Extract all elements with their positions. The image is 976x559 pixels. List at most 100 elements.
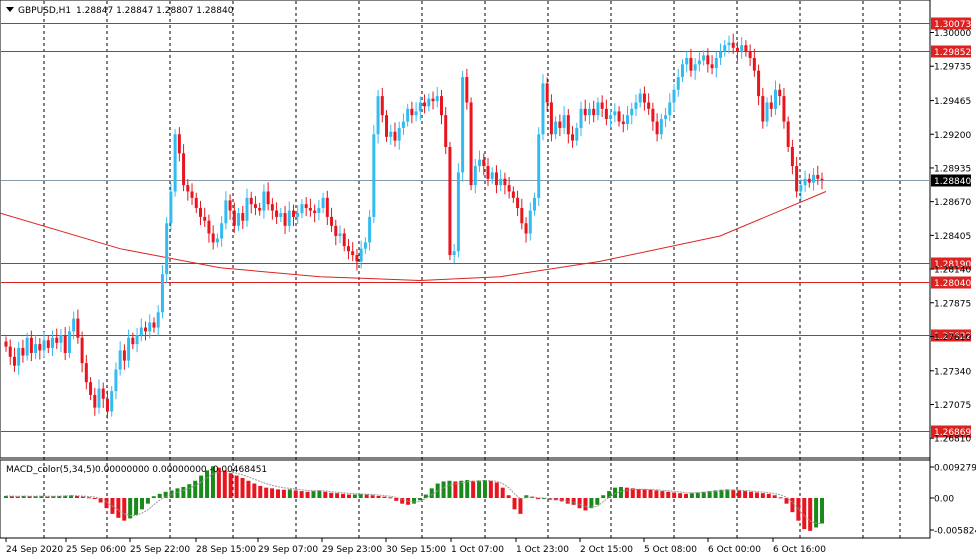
candle-body — [592, 108, 596, 116]
candle-body — [389, 131, 393, 137]
candle-body — [342, 233, 346, 247]
candle-body — [351, 251, 355, 256]
macd-tick-label: 0.00 — [934, 495, 954, 505]
candle-body — [359, 248, 363, 262]
candle-body — [689, 57, 693, 71]
macd-bar — [181, 486, 186, 498]
macd-bar — [654, 490, 659, 498]
macd-bar — [370, 495, 375, 498]
macd-ticks: 0.0092797 0.00 -0.005824 — [930, 464, 976, 537]
price-pane[interactable] — [0, 0, 931, 459]
macd-bar — [577, 498, 582, 509]
candle-body — [89, 382, 93, 395]
macd-bar — [512, 498, 517, 510]
candle-body — [562, 115, 566, 128]
level-tag — [931, 425, 971, 438]
price-tick-label: 1.28405 — [934, 232, 971, 242]
time-label: 30 Sep 15:00 — [386, 545, 446, 555]
macd-bar — [346, 494, 351, 498]
candle-body — [740, 45, 744, 52]
macd-bar — [725, 489, 730, 498]
candle-body — [435, 96, 439, 102]
candle-body — [63, 335, 67, 353]
candle-body — [651, 108, 655, 122]
macd-bar — [57, 495, 62, 498]
candle-body — [363, 242, 367, 249]
candle-body — [42, 340, 46, 351]
current-price-tag — [931, 174, 971, 187]
time-label: 24 Sep 2020 — [6, 545, 63, 555]
macd-bar — [465, 480, 470, 498]
macd-bar — [778, 497, 783, 499]
macd-bar — [624, 487, 629, 498]
candle-body — [685, 57, 689, 65]
price-tick-label: 1.27340 — [934, 367, 971, 377]
level-tag-text: 1.28040 — [934, 279, 971, 289]
candle-body — [465, 77, 469, 103]
candle-body — [790, 146, 794, 167]
candle-body — [583, 108, 587, 116]
macd-bar — [613, 487, 618, 498]
macd-bar — [423, 494, 428, 498]
macd-bar — [601, 495, 606, 498]
macd-bar — [660, 491, 665, 498]
candle-body — [706, 55, 710, 65]
candle-body — [8, 346, 12, 357]
candle-body — [820, 178, 824, 181]
macd-bar — [731, 489, 736, 498]
candle-body — [169, 191, 173, 224]
candle-body — [423, 102, 427, 107]
macd-bar — [193, 480, 198, 498]
candle-body — [757, 70, 761, 97]
macd-bar — [15, 496, 20, 498]
macd-bar — [689, 493, 694, 498]
candle-body — [765, 102, 769, 122]
time-label: 25 Sep 06:00 — [66, 545, 126, 555]
candle-body — [177, 134, 181, 154]
level-tag-text: 1.28190 — [934, 260, 971, 270]
candle-body — [317, 208, 321, 214]
candle-body — [744, 45, 748, 52]
candle-body — [545, 83, 549, 103]
macd-bar — [151, 496, 156, 498]
macd-bar — [749, 491, 754, 498]
candle-body — [406, 108, 410, 122]
candle-body — [270, 204, 274, 211]
dropdown-triangle-icon[interactable] — [6, 7, 14, 12]
macd-bar — [494, 482, 499, 498]
price-tick-label: 1.30000 — [934, 29, 971, 39]
candle-body — [520, 208, 524, 224]
macd-bar — [701, 491, 706, 498]
candle-body — [524, 223, 528, 234]
candle-body — [72, 318, 76, 332]
indicator-pane[interactable] — [0, 459, 931, 539]
macd-bar — [246, 480, 251, 498]
macd-bar — [329, 492, 334, 498]
macd-bar — [216, 467, 221, 498]
macd-bar — [388, 497, 393, 499]
candle-body — [786, 121, 790, 147]
candle-body — [220, 223, 224, 239]
macd-bar — [293, 490, 298, 498]
macd-bar — [459, 480, 464, 498]
candle-body — [165, 223, 169, 275]
macd-bar — [583, 498, 588, 511]
candle-body — [672, 89, 676, 103]
candle-body — [482, 159, 486, 167]
moving-average — [0, 191, 827, 282]
macd-bar — [352, 494, 357, 498]
candle-body — [401, 121, 405, 128]
candle-body — [249, 197, 253, 205]
macd-bar — [814, 498, 819, 528]
candle-body — [148, 322, 152, 332]
candle-body — [655, 121, 659, 135]
candle-body — [346, 246, 350, 252]
macd-bar — [754, 492, 759, 498]
macd-bar — [258, 485, 263, 498]
macd-histogram — [4, 466, 824, 531]
candle-body — [702, 55, 706, 61]
candle-body — [609, 115, 613, 120]
candle-body — [799, 185, 803, 192]
macd-bar — [364, 494, 369, 498]
